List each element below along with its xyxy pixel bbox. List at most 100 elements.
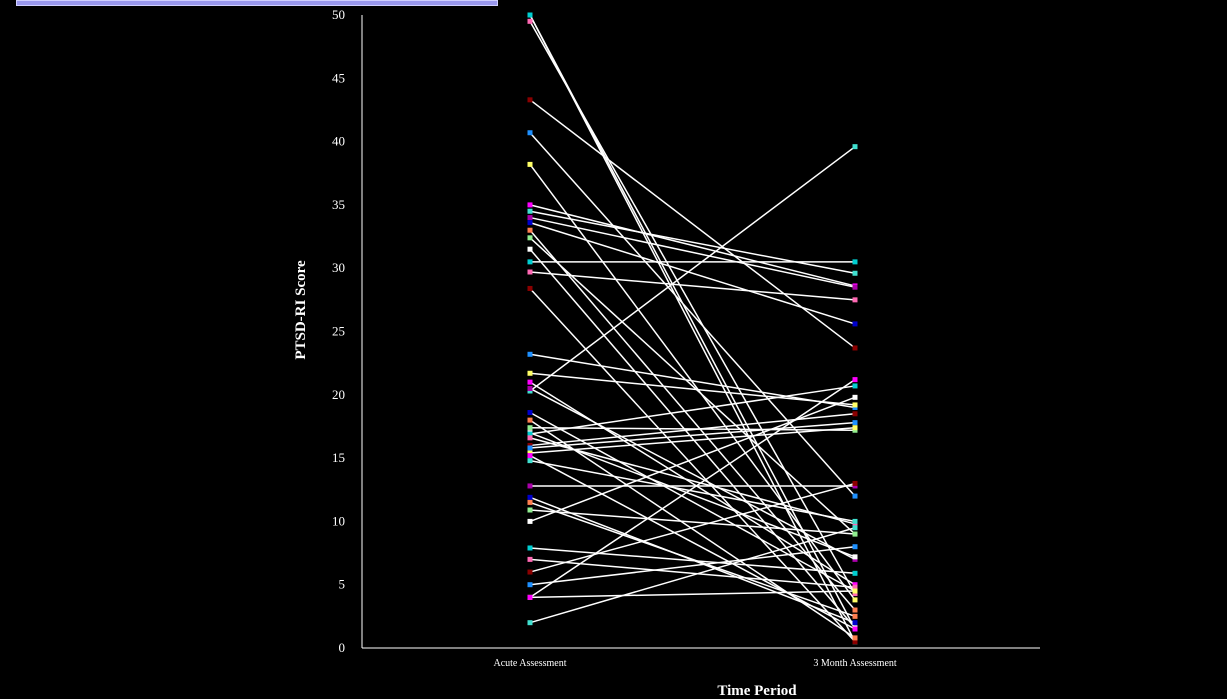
series-point <box>527 130 533 136</box>
series-point <box>527 410 533 416</box>
series-point <box>527 370 533 376</box>
series-line <box>529 411 856 592</box>
y-tick-label: 20 <box>332 387 345 402</box>
series-point <box>527 594 533 600</box>
series-point <box>852 556 858 562</box>
series-point <box>852 377 858 383</box>
series-point <box>852 297 858 303</box>
y-tick-label: 15 <box>332 450 345 465</box>
series-line <box>529 396 856 523</box>
series-line <box>529 237 856 535</box>
series-line <box>529 426 856 454</box>
series-point <box>527 379 533 385</box>
series-point <box>852 570 858 576</box>
y-tick-label: 0 <box>339 640 346 655</box>
series-line <box>529 99 856 349</box>
series-point <box>527 494 533 500</box>
y-axis-title: PTSD-RI Score <box>293 260 309 360</box>
y-tick-labels: 0 5 10 15 20 25 30 35 40 45 50 <box>332 7 345 655</box>
series-line <box>529 14 856 643</box>
series-line <box>529 372 856 406</box>
series-point <box>852 402 858 408</box>
y-tick-label: 35 <box>332 197 345 212</box>
x-category-labels: Acute Assessment 3 Month Assessment <box>493 658 896 669</box>
series-line <box>529 509 856 535</box>
series-line <box>529 421 856 449</box>
y-tick-label: 5 <box>339 577 346 592</box>
series-point <box>527 453 533 459</box>
series-point <box>852 411 858 417</box>
series-point <box>852 493 858 499</box>
series-point <box>852 480 858 486</box>
series-point <box>527 569 533 575</box>
series-point <box>852 591 858 597</box>
series-line <box>529 558 856 588</box>
series-point <box>852 144 858 150</box>
series-point <box>527 556 533 562</box>
series-point <box>852 588 858 594</box>
series-line <box>529 163 856 601</box>
series-line <box>529 378 856 598</box>
title-placeholder-bar <box>16 0 498 6</box>
y-tick-label: 50 <box>332 7 345 22</box>
series-line <box>529 221 856 325</box>
y-tick-label: 25 <box>332 324 345 339</box>
series-point <box>527 620 533 626</box>
series-line <box>529 381 856 586</box>
series-point <box>527 215 533 221</box>
series-point <box>527 442 533 448</box>
series-point <box>852 518 858 524</box>
series-line <box>529 501 856 618</box>
series-line <box>529 459 856 523</box>
series-line <box>529 287 856 643</box>
series-point <box>527 518 533 524</box>
series-point <box>527 425 533 431</box>
series-point <box>527 18 533 24</box>
series-point <box>527 202 533 208</box>
series-point <box>527 12 533 18</box>
series-lines <box>527 12 858 645</box>
series-line <box>529 454 856 630</box>
series-point <box>852 626 858 632</box>
series-line <box>529 132 856 497</box>
series-point <box>852 525 858 531</box>
y-tick-label: 45 <box>332 70 345 85</box>
series-point <box>852 544 858 550</box>
series-line <box>529 545 856 586</box>
series-point <box>527 450 533 456</box>
series-point <box>852 620 858 626</box>
series-point <box>852 427 858 433</box>
series-point <box>527 351 533 357</box>
series-point <box>527 445 533 451</box>
series-line <box>529 482 856 573</box>
y-tick-label: 30 <box>332 260 345 275</box>
series-point <box>527 431 533 437</box>
series-point <box>852 321 858 327</box>
series-line <box>529 204 856 287</box>
series-point <box>852 483 858 489</box>
chart-axes <box>361 15 1040 649</box>
series-point <box>527 385 533 391</box>
series-line <box>529 271 856 301</box>
series-point <box>527 269 533 275</box>
x-category-label: Acute Assessment <box>493 658 566 669</box>
x-category-label: 3 Month Assessment <box>813 658 897 669</box>
series-line <box>529 146 856 392</box>
series-line <box>529 385 856 435</box>
x-axis-title: Time Period <box>717 683 797 699</box>
series-point <box>852 607 858 613</box>
series-point <box>527 259 533 265</box>
series-point <box>527 246 533 252</box>
series-line <box>529 419 856 639</box>
series-point <box>852 635 858 641</box>
series-point <box>852 521 858 527</box>
series-line <box>529 216 856 288</box>
series-point <box>852 404 858 410</box>
series-point <box>852 259 858 265</box>
series-point <box>852 582 858 588</box>
series-point <box>852 383 858 389</box>
series-line <box>529 229 856 611</box>
series-point <box>527 499 533 505</box>
series-point <box>527 417 533 423</box>
